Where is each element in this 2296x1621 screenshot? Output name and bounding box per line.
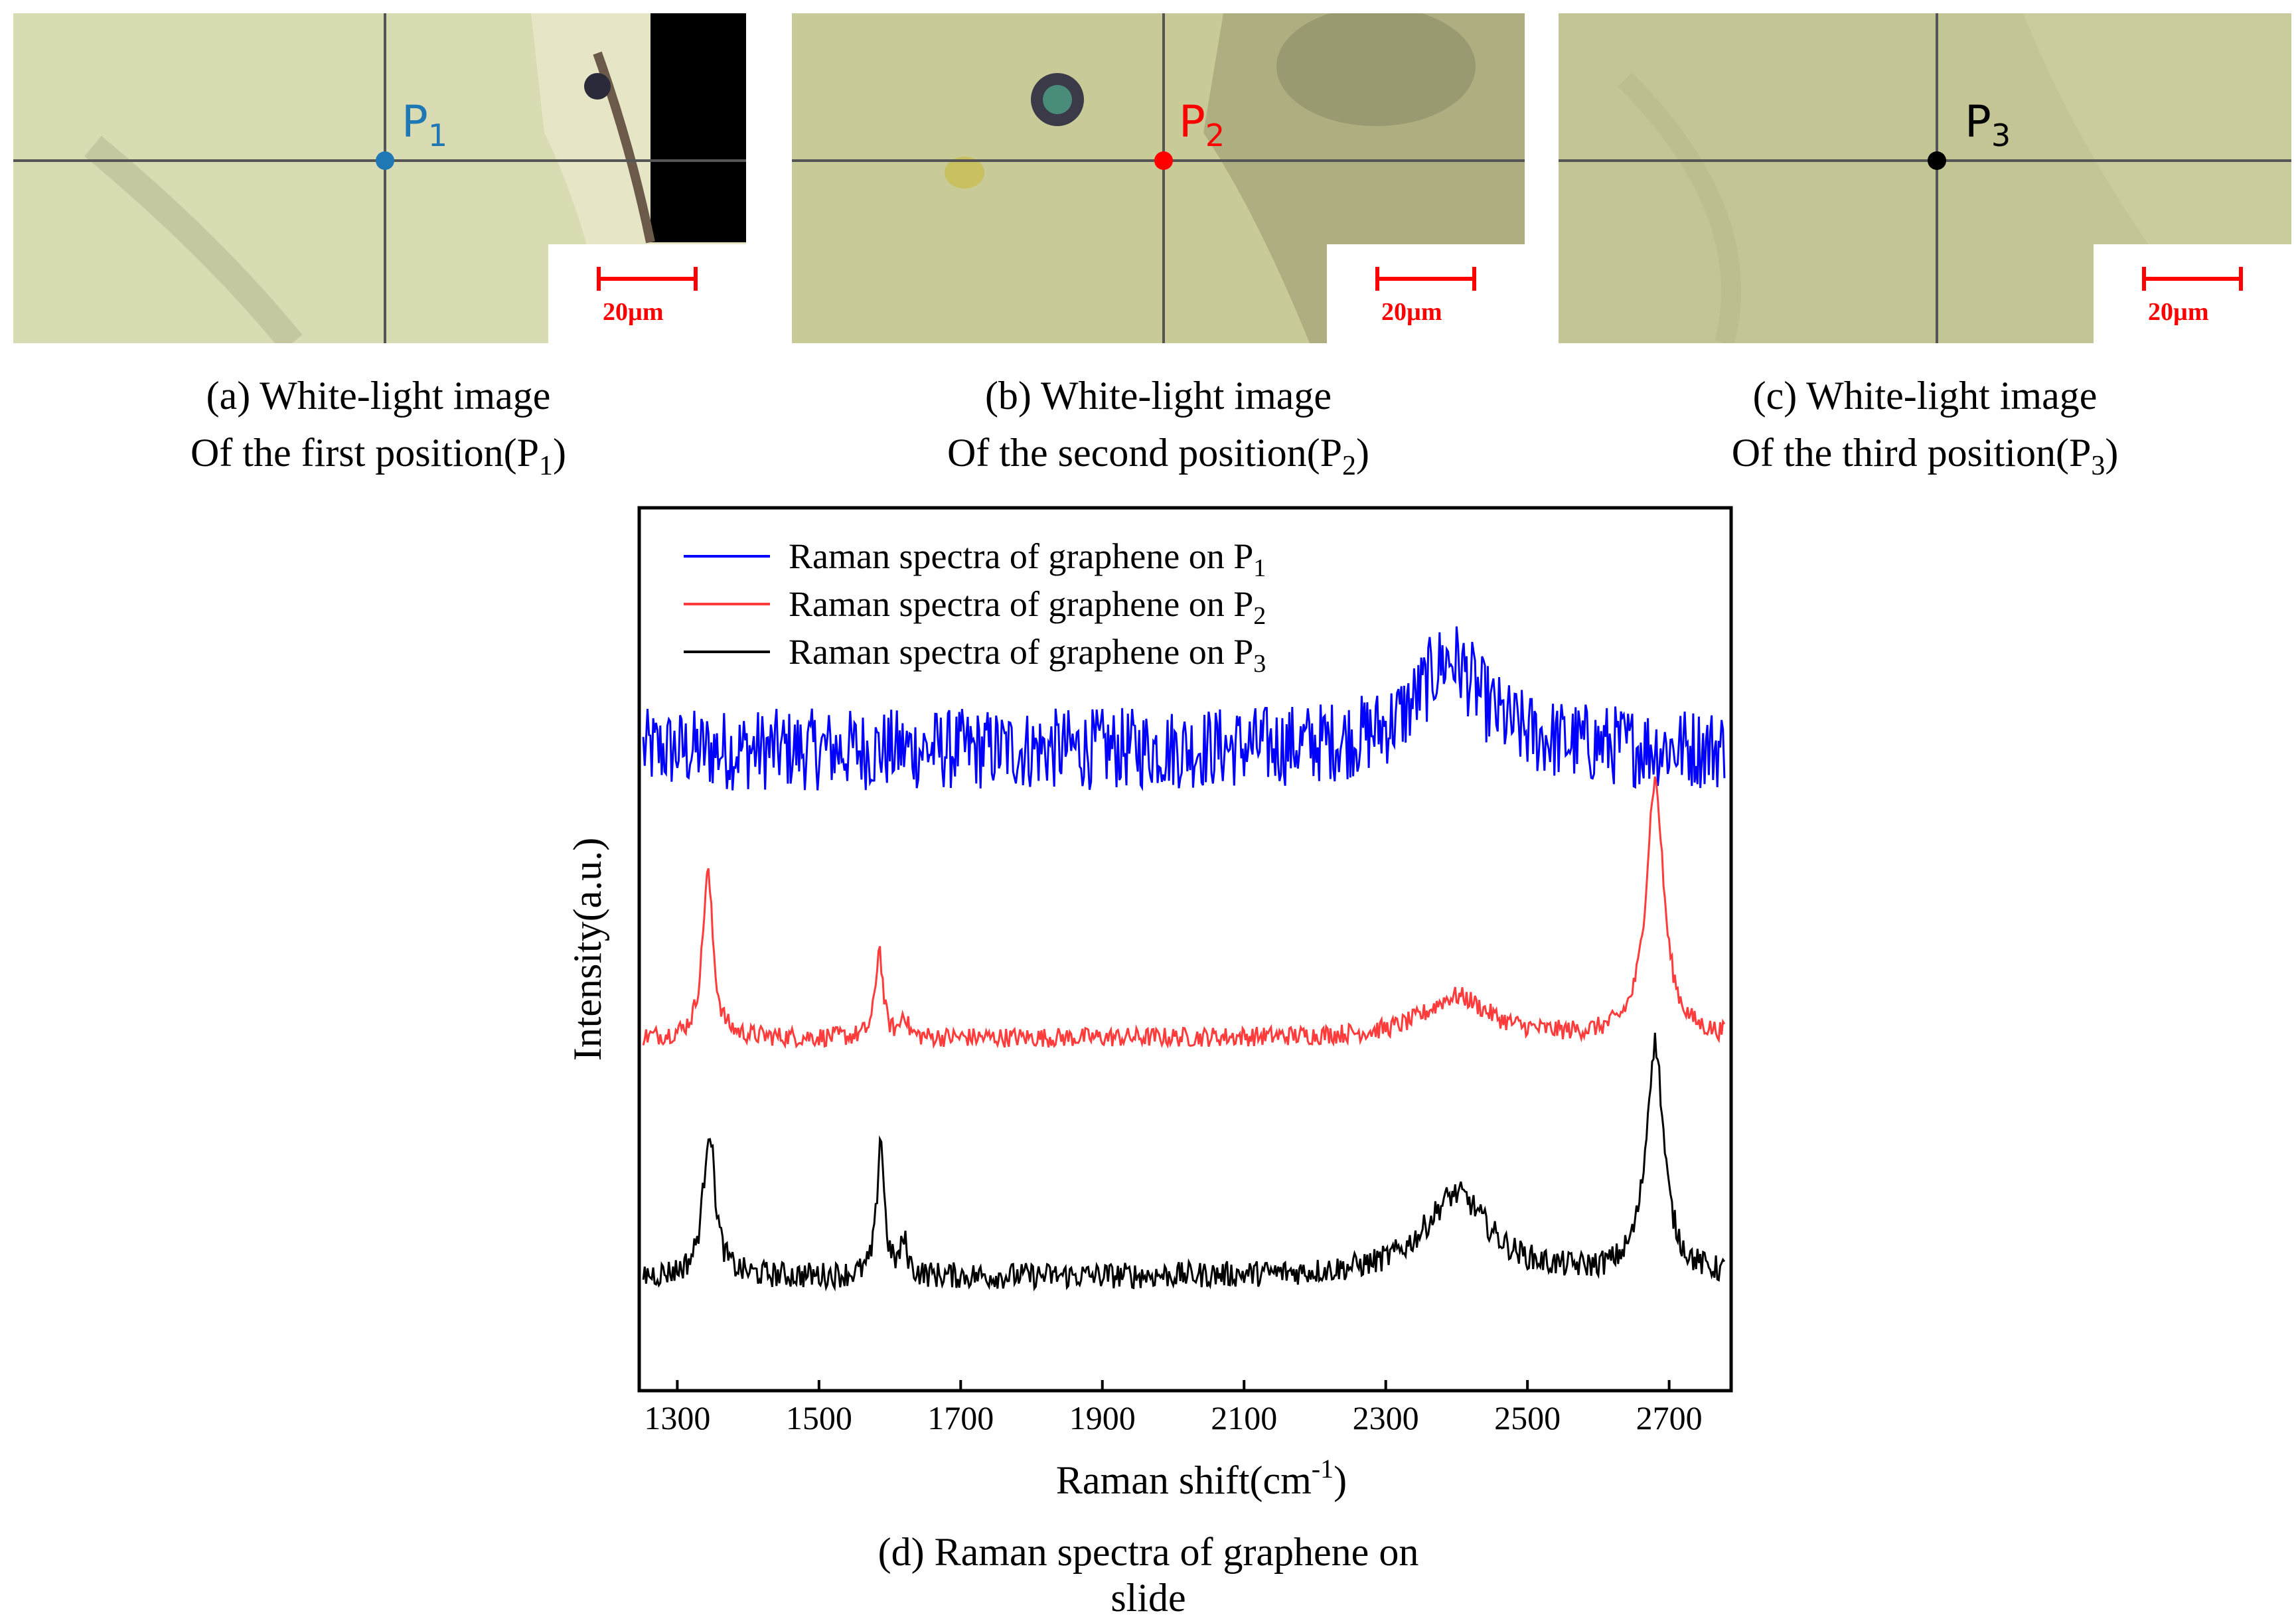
point-marker-p2 [1154,151,1173,170]
point-marker-p3 [1928,151,1946,170]
caption-b: (b) White-light image Of the second posi… [947,374,1369,481]
point-label-p2: P2 [1179,96,1225,154]
caption-a: (a) White-light image Of the first posit… [191,374,566,481]
series-line-p2 [642,776,1726,1049]
legend-label-p1: Raman spectra of graphene on P1 [789,536,1266,582]
x-tick-label: 2500 [1494,1399,1561,1436]
x-tick-label: 2700 [1636,1399,1703,1436]
scale-bar-label: 20µm [1381,298,1442,326]
micrograph-p3: P3 20µm [1559,13,2291,343]
plot-frame [637,506,1733,1393]
x-tick-label: 1300 [644,1399,710,1436]
micrograph-p2: P2 20µm [792,13,1525,343]
scale-bar-label: 20µm [2148,298,2209,326]
micrograph-p1: P1 20µm [13,13,746,343]
x-tick-label: 1700 [927,1399,994,1436]
point-label-p3: P3 [1965,96,2011,154]
series-line-p3 [642,1032,1726,1292]
x-tick-label: 1900 [1069,1399,1136,1436]
legend-label-p3: Raman spectra of graphene on P3 [789,632,1266,678]
legend-label-p2: Raman spectra of graphene on P2 [789,584,1266,630]
x-axis-label: Raman shift(cm-1) [1056,1454,1347,1502]
x-tick-label: 2300 [1353,1399,1419,1436]
x-tick-label: 2100 [1211,1399,1277,1436]
x-tick-label: 1500 [786,1399,852,1436]
point-marker-p1 [376,151,394,170]
scale-bar-label: 20µm [603,298,664,326]
point-label-p1: P1 [402,96,448,154]
series-line-p1 [642,626,1726,791]
chart-title: (d) Raman spectra of graphene on slide [878,1530,1419,1620]
caption-c: (c) White-light image Of the third posit… [1731,374,2119,481]
y-axis-label: Intensity(a.u.) [566,838,609,1061]
